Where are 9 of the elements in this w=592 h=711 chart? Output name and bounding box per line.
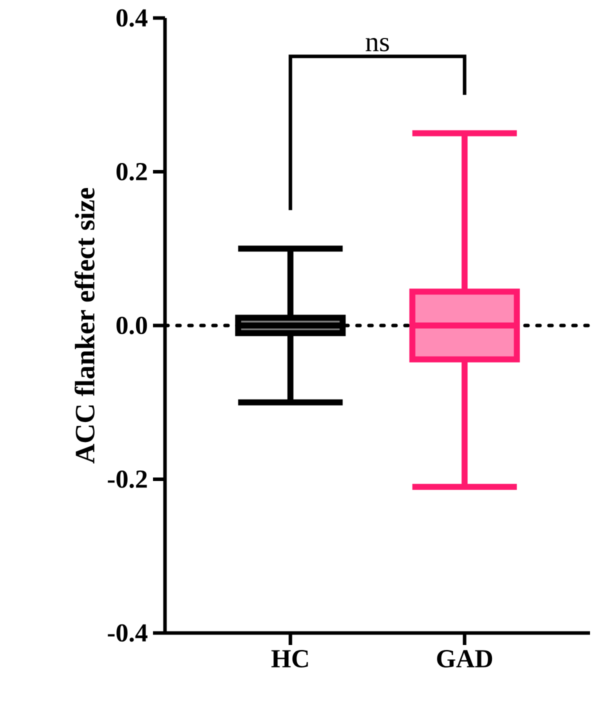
annotation: ns xyxy=(366,38,390,52)
x-tick-label: GAD xyxy=(437,650,492,668)
y-tick-label: 0.2 xyxy=(116,162,147,181)
y-tick-label: 0.4 xyxy=(116,9,148,27)
y-tick-label: 0.0 xyxy=(116,316,148,334)
x-tick-label: HC xyxy=(272,650,308,668)
y-tick-label: -0.2 xyxy=(108,470,147,488)
y-axis-title: ACC flanker effect size xyxy=(74,188,95,464)
y-tick-label: -0.4 xyxy=(108,624,148,642)
